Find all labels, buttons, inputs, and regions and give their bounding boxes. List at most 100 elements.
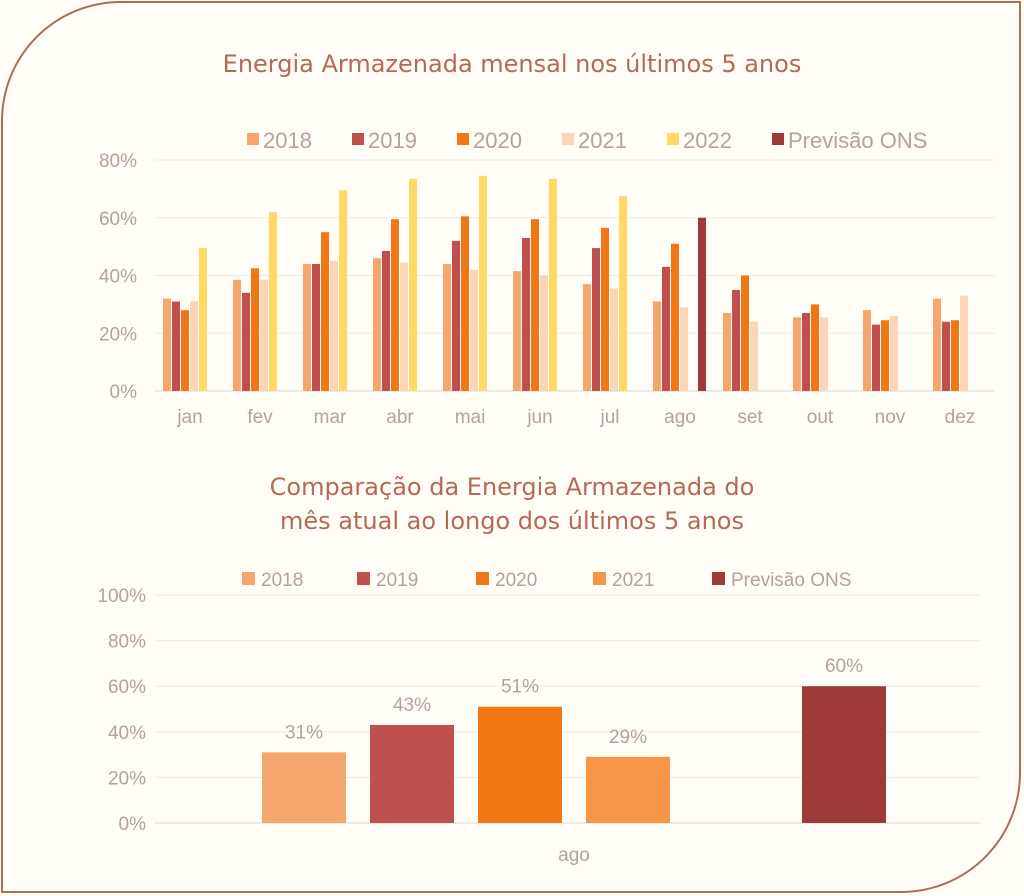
chart1-bar-2022-jan bbox=[199, 248, 207, 391]
chart1-legend-label: 2022 bbox=[683, 128, 732, 153]
chart1-bar-2020-mai bbox=[461, 216, 469, 391]
chart2-legend-swatch bbox=[476, 572, 489, 585]
chart2-legend-swatch bbox=[593, 572, 606, 585]
chart1-bar-2020-nov bbox=[881, 320, 889, 391]
chart1-bar-2020-jan bbox=[181, 310, 189, 391]
chart1-bar-2022-jul bbox=[619, 196, 627, 391]
chart1-bar-2021-set bbox=[750, 321, 758, 391]
chart1-ytick-label: 0% bbox=[110, 382, 138, 403]
chart1-xtick-label: set bbox=[737, 407, 763, 428]
chart1-bar-2021-jul bbox=[610, 288, 618, 391]
chart2-data-label: 51% bbox=[501, 677, 539, 698]
chart2-ytick-label: 40% bbox=[108, 723, 146, 744]
chart2-legend-label: Previsão ONS bbox=[731, 570, 851, 591]
chart1-bar-2019-set bbox=[732, 289, 740, 391]
chart2-legend-label: 2018 bbox=[261, 570, 303, 591]
chart1-bar-2021-nov bbox=[890, 315, 898, 391]
chart2-title: Comparação da Energia Armazenada do mês … bbox=[0, 470, 1024, 538]
chart1-xtick-label: mar bbox=[314, 407, 347, 428]
chart1-bar-2019-dez bbox=[942, 321, 950, 391]
chart2-bar-2018 bbox=[262, 752, 346, 823]
chart1-bar-2021-mai bbox=[470, 269, 478, 391]
chart1-bar-2019-mar bbox=[312, 263, 320, 391]
chart1-bar-2018-dez bbox=[933, 298, 941, 391]
chart1-xtick-label: out bbox=[807, 407, 834, 428]
chart1-title: Energia Armazenada mensal nos últimos 5 … bbox=[222, 50, 802, 78]
chart1-bar-2020-dez bbox=[951, 320, 959, 391]
chart1-xtick-label: jul bbox=[599, 407, 619, 428]
chart2-legend-label: 2020 bbox=[495, 570, 537, 591]
chart1-legend: 2018 2019 2020 2021 2022 Previsão ONS bbox=[247, 128, 927, 153]
chart1-bar-2021-jun bbox=[540, 275, 548, 391]
chart2-legend-swatch bbox=[712, 572, 725, 585]
chart1-legend-swatch bbox=[457, 133, 469, 145]
chart1-ytick-label: 20% bbox=[99, 324, 137, 345]
chart2-legend-swatch bbox=[357, 572, 370, 585]
chart1-bar-2018-fev bbox=[233, 279, 241, 391]
chart2-data-label: 31% bbox=[285, 722, 323, 743]
chart1-bar-2020-fev bbox=[251, 268, 259, 391]
chart1-bar-2021-jan bbox=[190, 301, 198, 391]
chart1: 0% 20% 40% 60% 80% jan fev mar abr mai jun jul ago se… bbox=[99, 128, 995, 428]
chart1-bar-2018-nov bbox=[863, 310, 871, 391]
chart2-title-line2: mês atual ao longo dos últimos 5 anos bbox=[280, 507, 744, 535]
chart1-bar-2021-mar bbox=[330, 261, 338, 391]
chart1-ytick-label: 60% bbox=[99, 209, 137, 230]
chart1-bar-2018-jan bbox=[163, 298, 171, 391]
chart2-legend-label: 2021 bbox=[612, 570, 654, 591]
chart2-bar-2019 bbox=[370, 724, 454, 823]
chart2-bar-2020 bbox=[478, 706, 562, 823]
chart1-xtick-label: abr bbox=[386, 407, 414, 428]
chart1-legend-label: 2019 bbox=[368, 128, 417, 153]
chart1-bar-2018-jun bbox=[513, 271, 521, 391]
chart1-bar-2019-abr bbox=[382, 250, 390, 391]
chart1-legend-label: 2020 bbox=[473, 128, 522, 153]
chart2-xtick-label: ago bbox=[558, 845, 590, 866]
chart1-bar-2022-abr bbox=[409, 178, 417, 391]
chart1-bar-2019-nov bbox=[872, 324, 880, 391]
chart1-bar-2020-out bbox=[811, 304, 819, 391]
chart1-legend-swatch bbox=[562, 133, 574, 145]
chart2-ytick-label: 20% bbox=[108, 768, 146, 789]
chart1-legend-swatch bbox=[352, 133, 364, 145]
chart1-xtick-label: dez bbox=[945, 407, 976, 428]
chart1-ytick-label: 40% bbox=[99, 267, 137, 288]
chart1-bar-2020-set bbox=[741, 275, 749, 391]
chart1-bar-2018-mai bbox=[443, 263, 451, 391]
chart2-bar-2021 bbox=[586, 756, 670, 823]
chart1-bar-2020-abr bbox=[391, 219, 399, 391]
chart1-bar-2018-jul bbox=[583, 284, 591, 391]
chart1-bar-2020-mar bbox=[321, 232, 329, 391]
chart1-xtick-label: nov bbox=[875, 407, 906, 428]
chart1-bar-2019-jan bbox=[172, 301, 180, 391]
chart2-data-label: 60% bbox=[825, 656, 863, 677]
chart1-bar-2020-ago bbox=[671, 243, 679, 391]
chart1-bar-2019-mai bbox=[452, 240, 460, 391]
chart2-data-label: 43% bbox=[393, 695, 431, 716]
chart1-bar-2020-jul bbox=[601, 227, 609, 391]
chart1-bar-2022-fev bbox=[269, 211, 277, 391]
chart1-bar-2018-abr bbox=[373, 258, 381, 391]
chart1-bar-2020-jun bbox=[531, 219, 539, 391]
chart1-bar-2018-ago bbox=[653, 301, 661, 391]
chart2-ytick-label: 0% bbox=[119, 814, 147, 835]
chart1-bar-2019-out bbox=[802, 313, 810, 391]
chart1-bar-2019-jun bbox=[522, 237, 530, 391]
chart1-xtick-label: mai bbox=[455, 407, 486, 428]
chart2-bar-previsão-ons bbox=[802, 686, 886, 823]
chart1-bar-2019-ago bbox=[662, 266, 670, 391]
chart1-bar-2022-mar bbox=[339, 190, 347, 391]
chart2-ytick-label: 100% bbox=[97, 586, 146, 607]
chart1-xtick-label: fev bbox=[247, 407, 273, 428]
chart2-ytick-label: 60% bbox=[108, 677, 146, 698]
chart1-bar-2021-fev bbox=[260, 279, 268, 391]
chart2-legend: 2018 2019 2020 2021 Previsão ONS bbox=[242, 570, 851, 591]
chart1-legend-swatch bbox=[247, 133, 259, 145]
chart1-bar-2018-out bbox=[793, 317, 801, 391]
chart2-legend-swatch bbox=[242, 572, 255, 585]
chart1-bar-2019-jul bbox=[592, 248, 600, 391]
chart1-xtick-label: ago bbox=[664, 407, 696, 428]
chart1-legend-swatch bbox=[667, 133, 679, 145]
chart1-bar-2022-jun bbox=[549, 178, 557, 391]
